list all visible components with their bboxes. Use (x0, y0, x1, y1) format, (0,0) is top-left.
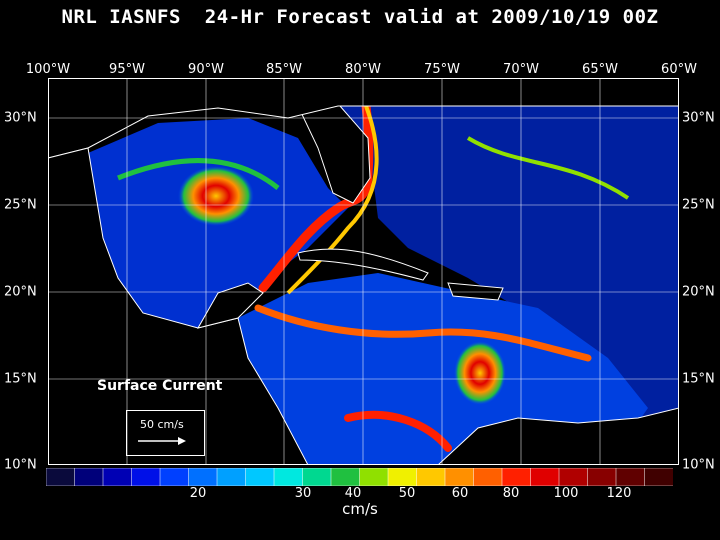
hispaniola-land (447, 282, 504, 301)
colorbar-tick-40: 40 (344, 486, 362, 501)
colorbar-swatch (273, 468, 304, 486)
south-jet (344, 410, 452, 452)
colorbar-tick-100: 100 (553, 486, 579, 501)
colorbar-tick-50: 50 (398, 486, 416, 501)
gulf-eddy (178, 166, 254, 226)
speed-colorbar (46, 468, 673, 486)
gulf-jet (117, 158, 280, 190)
colorbar-swatch (530, 468, 560, 486)
colorbar-swatch (102, 468, 133, 486)
lat-label-30n-left: 30°N (4, 110, 37, 126)
caribbean-sea (238, 273, 648, 465)
lat-label-10n-right: 10°N (682, 457, 715, 473)
lat-label-25n-right: 25°N (682, 197, 715, 213)
lon-label-60w: 60°W (661, 62, 697, 77)
colorbar-tick-20: 20 (189, 486, 207, 501)
colorbar-units: cm/s (342, 500, 378, 518)
lat-label-20n-right: 20°N (682, 284, 715, 300)
colorbar-tick-60: 60 (451, 486, 469, 501)
colorbar-swatch (587, 468, 617, 486)
lon-label-95w: 95°W (109, 62, 145, 77)
south-america-land (437, 407, 679, 465)
colorbar-swatch (473, 468, 503, 486)
colorbar-swatch (387, 468, 418, 486)
atlantic-jet (466, 136, 630, 200)
lon-label-70w: 70°W (503, 62, 539, 77)
lat-label-10n-left: 10°N (4, 457, 37, 473)
vector-legend-label: 50 cm/s (140, 418, 184, 431)
colorbar-swatch (159, 468, 190, 486)
vector-legend-arrow (138, 437, 186, 445)
colorbar-swatch (615, 468, 646, 486)
colorbar-swatch (131, 468, 161, 486)
colorbar-swatch (302, 468, 332, 486)
current-speed-map (48, 78, 679, 465)
colorbar-swatch (46, 468, 76, 486)
colorbar-swatch (74, 468, 104, 486)
lon-label-100w: 100°W (25, 62, 71, 77)
layer-label: Surface Current (97, 378, 223, 394)
lon-label-75w: 75°W (424, 62, 460, 77)
colorbar-swatch (444, 468, 475, 486)
yucatan-land (196, 282, 264, 329)
colorbar-swatch (416, 468, 446, 486)
colorbar-swatch (216, 468, 247, 486)
colorbar-swatch (188, 468, 218, 486)
colorbar-swatch (359, 468, 389, 486)
colorbar-tick-80: 80 (502, 486, 520, 501)
lat-label-15n-right: 15°N (682, 371, 715, 387)
caribbean-current-jet (254, 304, 592, 362)
vector-legend-box (126, 410, 205, 456)
colorbar-swatch (245, 468, 275, 486)
map-title: NRL IASNFS 24-Hr Forecast valid at 2009/… (61, 6, 659, 28)
lon-label-90w: 90°W (188, 62, 224, 77)
colorbar-swatch (644, 468, 673, 486)
lat-label-25n-left: 25°N (4, 197, 37, 213)
colorbar-tick-30: 30 (294, 486, 312, 501)
map-graticule (48, 78, 679, 465)
lat-label-20n-left: 20°N (4, 284, 37, 300)
colorbar-swatch (330, 468, 361, 486)
caribbean-eddy (454, 341, 506, 405)
lon-label-65w: 65°W (582, 62, 618, 77)
lat-label-30n-right: 30°N (682, 110, 715, 126)
colorbar-tick-120: 120 (606, 486, 632, 501)
colorbar-swatch (558, 468, 589, 486)
lat-label-15n-left: 15°N (4, 371, 37, 387)
florida-land (297, 105, 371, 204)
gulf-stream-jet (286, 105, 379, 295)
colorbar-swatch (501, 468, 532, 486)
lon-label-85w: 85°W (266, 62, 302, 77)
lon-label-80w: 80°W (345, 62, 381, 77)
